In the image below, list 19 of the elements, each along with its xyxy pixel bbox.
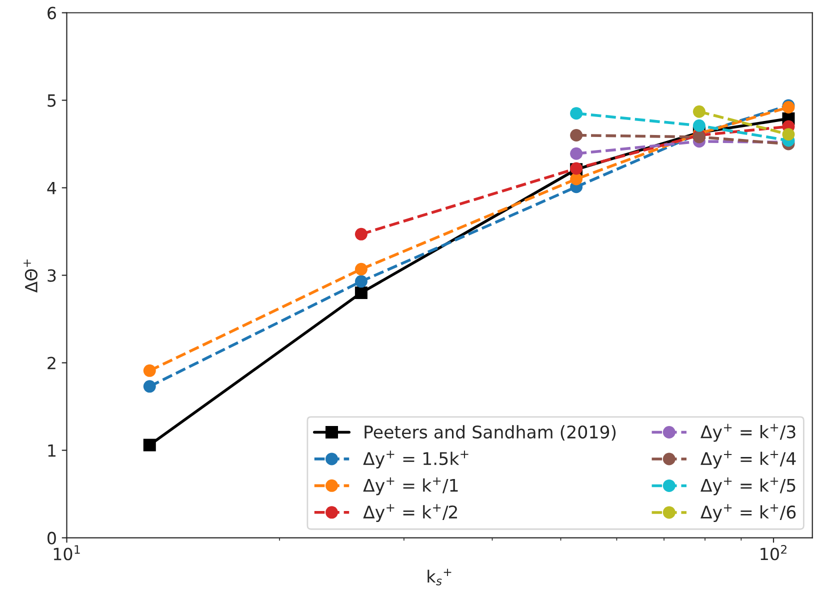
- y-axis-title: ΔΘ$^{+}$: [24, 260, 38, 293]
- y-tick-label: 2: [48, 356, 56, 370]
- y-tick-label: 6: [48, 6, 56, 20]
- legend-label: Δy$^{+}$ = k$^{+}$/2: [363, 504, 457, 522]
- x-tick-label: 10$^{1}$: [54, 545, 80, 560]
- x-axis-title: k$_{s}$$^{+}$: [428, 568, 452, 586]
- y-tick-label: 4: [47, 182, 56, 194]
- y-tick-label: 3: [48, 269, 56, 282]
- y-tick-label: 0: [48, 532, 56, 544]
- x-tick-label: 10$^{2}$: [760, 545, 786, 560]
- legend-label: Peeters and Sandham (2019): [364, 425, 616, 441]
- legend-label: Δy$^{+}$ = k$^{+}$/5: [700, 477, 796, 496]
- legend-label: Δy$^{+}$ = k$^{+}$/1: [363, 477, 458, 496]
- y-tick-label: 1: [48, 444, 56, 457]
- legend-label: Δy$^{+}$ = 1.5k$^{+}$: [363, 450, 468, 468]
- legend-label: Δy$^{+}$ = k$^{+}$/3: [700, 424, 796, 442]
- y-tick-label: 5: [48, 94, 56, 107]
- legend-label: Δy$^{+}$ = k$^{+}$/4: [700, 450, 796, 469]
- legend-label: Δy$^{+}$ = k$^{+}$/6: [700, 504, 796, 522]
